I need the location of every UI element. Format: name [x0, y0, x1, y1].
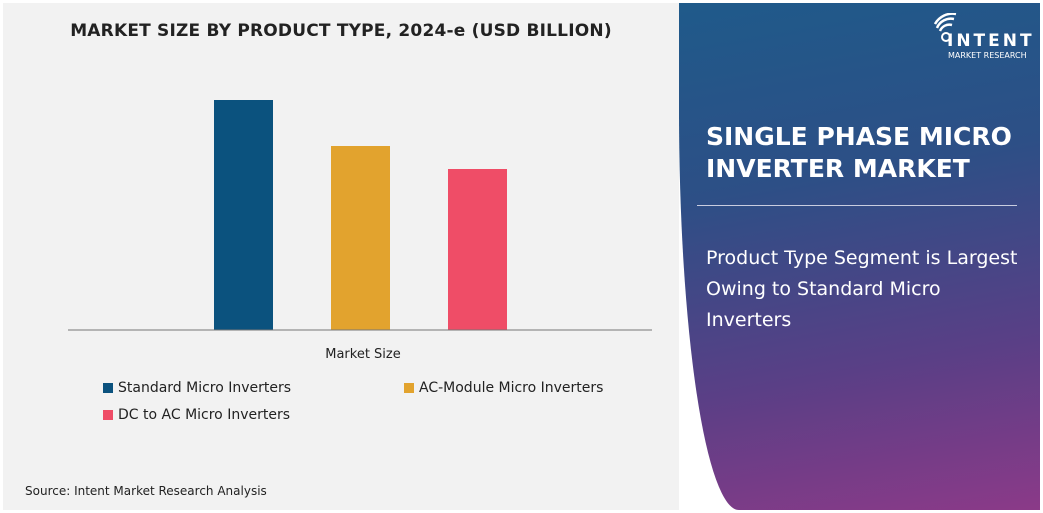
- logo-word: INTENT: [947, 31, 1035, 51]
- legend-item-standard: Standard Micro Inverters: [103, 380, 291, 396]
- chart-title: MARKET SIZE BY PRODUCT TYPE, 2024-e (USD…: [70, 21, 612, 41]
- bar-ac-module-micro-inverters: [331, 146, 390, 330]
- legend-swatch: [404, 383, 414, 393]
- bar-dc-to-ac-micro-inverters: [448, 169, 507, 330]
- chart-area: MARKET SIZE BY PRODUCT TYPE, 2024-e (USD…: [3, 3, 679, 510]
- divider: [697, 205, 1017, 206]
- source-note: Source: Intent Market Research Analysis: [25, 484, 267, 498]
- bar-plot: [68, 100, 652, 331]
- intent-logo: INTENT MARKET RESEARCH: [934, 13, 1034, 61]
- legend-label: AC-Module Micro Inverters: [419, 380, 604, 396]
- info-panel: INTENT MARKET RESEARCH SINGLE PHASE MICR…: [679, 3, 1040, 510]
- logo-sub: MARKET RESEARCH: [948, 51, 1027, 60]
- legend-swatch: [103, 410, 113, 420]
- x-axis-label: Market Size: [325, 347, 401, 362]
- market-subtitle: Product Type Segment is Largest Owing to…: [706, 247, 1018, 331]
- legend-swatch: [103, 383, 113, 393]
- market-title: SINGLE PHASE MICRO INVERTER MARKET: [706, 122, 1012, 183]
- signal-icon: [934, 13, 957, 42]
- legend-label: Standard Micro Inverters: [118, 380, 292, 396]
- bar-standard-micro-inverters: [214, 100, 273, 330]
- legend-label: DC to AC Micro Inverters: [118, 407, 291, 423]
- legend-item-dc-to-ac: DC to AC Micro Inverters: [103, 407, 290, 423]
- legend-item-ac-module: AC-Module Micro Inverters: [404, 380, 603, 396]
